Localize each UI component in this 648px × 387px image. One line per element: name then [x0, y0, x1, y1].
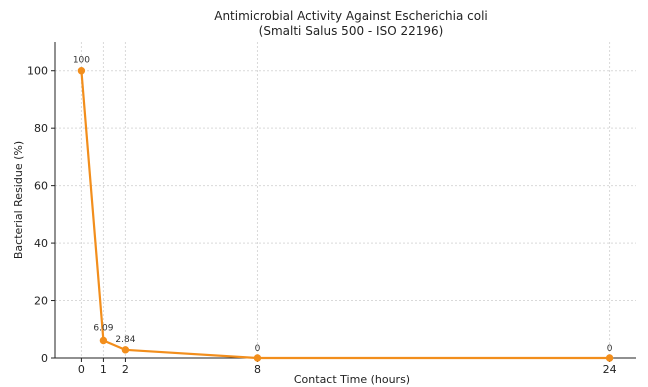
data-label-layer: 100 6.092.84 0 0 — [73, 56, 613, 354]
data-label: 2.84 — [115, 335, 135, 345]
x-tick-label: 1 — [100, 363, 107, 376]
x-axis-title: Contact Time (hours) — [294, 373, 410, 386]
data-point — [99, 336, 108, 345]
y-tick-label: 0 — [41, 352, 48, 365]
data-label: 0 — [607, 344, 613, 354]
y-tick-label: 100 — [27, 65, 48, 78]
chart-title: Antimicrobial Activity Against Escherich… — [214, 9, 488, 23]
x-tick-label: 24 — [603, 363, 617, 376]
data-point — [253, 354, 262, 362]
x-tick-label: 8 — [254, 363, 261, 376]
y-tick-label: 40 — [34, 237, 48, 250]
y-tick-label: 60 — [34, 180, 48, 193]
data-point — [77, 67, 86, 75]
grid-layer — [55, 42, 636, 359]
data-point — [605, 354, 614, 362]
y-tick-label: 20 — [34, 295, 48, 308]
series-line — [80, 69, 611, 360]
axis-layer: 0 1 2 8 24 0 20 40 60 80 100 — [27, 42, 636, 376]
chart-subtitle: (Smalti Salus 500 - ISO 22196) — [259, 24, 444, 38]
data-label: 0 — [255, 344, 261, 354]
x-tick-label: 0 — [78, 363, 85, 376]
y-axis-title: Bacterial Residue (%) — [12, 141, 25, 259]
y-tick-label: 80 — [34, 122, 48, 135]
x-tick-label: 2 — [122, 363, 129, 376]
series-layer — [77, 67, 614, 362]
data-label: 6.09 — [93, 324, 113, 334]
data-label: 100 — [73, 56, 90, 66]
data-point — [121, 346, 130, 354]
